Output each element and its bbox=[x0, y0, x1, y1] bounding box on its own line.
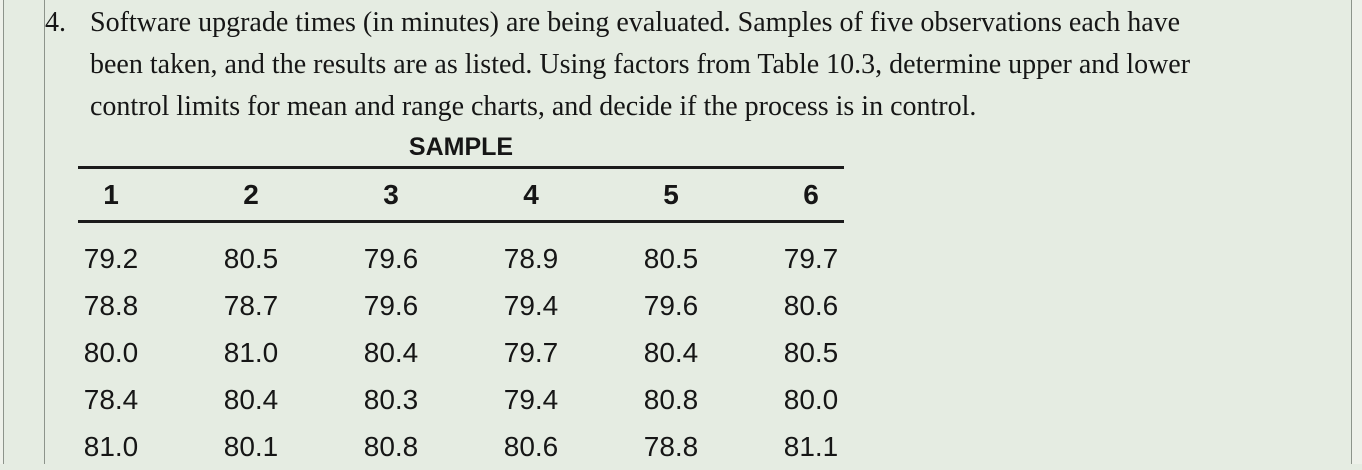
table-cell: 78.8 bbox=[643, 431, 699, 462]
table-cell: 80.4 bbox=[363, 337, 419, 368]
problem-text: Software upgrade times (in minutes) are … bbox=[90, 2, 1190, 128]
table-row: 80.0 81.0 80.4 79.7 80.4 80.5 bbox=[78, 329, 844, 376]
table-cell: 80.3 bbox=[363, 384, 419, 415]
problem-number: 4. bbox=[45, 7, 66, 38]
table-cell: 79.6 bbox=[363, 243, 419, 274]
column-header: 4 bbox=[523, 178, 539, 210]
column-header: 1 bbox=[103, 178, 119, 210]
table-cell: 78.8 bbox=[83, 290, 139, 321]
table-cell: 79.4 bbox=[503, 384, 559, 415]
table-cell: 80.5 bbox=[783, 337, 839, 368]
table-cell: 79.6 bbox=[363, 290, 419, 321]
problem-statement: 4. Software upgrade times (in minutes) a… bbox=[45, 2, 1190, 128]
table-cell: 81.0 bbox=[223, 337, 279, 368]
page-border-left-outer bbox=[3, 0, 4, 464]
table-cell: 79.7 bbox=[503, 337, 559, 368]
table-row: 78.8 78.7 79.6 79.4 79.6 80.6 bbox=[78, 282, 844, 329]
column-header: 5 bbox=[663, 178, 679, 210]
table-cell: 80.8 bbox=[363, 431, 419, 462]
column-header: 2 bbox=[243, 178, 259, 210]
table-header-row: 1 2 3 4 5 6 bbox=[78, 169, 844, 220]
table-cell: 80.0 bbox=[783, 384, 839, 415]
table-cell: 79.6 bbox=[643, 290, 699, 321]
page-border-left-inner bbox=[44, 0, 45, 464]
right-edge-strip bbox=[1352, 0, 1362, 464]
table-top-rule bbox=[78, 166, 844, 169]
problem-text-line: control limits for mean and range charts… bbox=[90, 91, 977, 122]
table-cell: 78.4 bbox=[83, 384, 139, 415]
table-row: 81.0 80.1 80.8 80.6 78.8 81.1 bbox=[78, 423, 844, 470]
table-row: 78.4 80.4 80.3 79.4 80.8 80.0 bbox=[78, 376, 844, 423]
table-cell: 80.4 bbox=[223, 384, 279, 415]
page-border-right bbox=[1351, 0, 1352, 464]
column-header: 6 bbox=[803, 178, 819, 210]
table-cell: 81.0 bbox=[83, 431, 139, 462]
table-cell: 80.1 bbox=[223, 431, 279, 462]
column-header: 3 bbox=[383, 178, 399, 210]
table-cell: 80.6 bbox=[503, 431, 559, 462]
table-cell: 79.4 bbox=[503, 290, 559, 321]
table-cell: 79.2 bbox=[83, 243, 139, 274]
table-header-rule bbox=[78, 220, 844, 223]
table-cell: 80.5 bbox=[223, 243, 279, 274]
table-cell: 79.7 bbox=[783, 243, 839, 274]
table-cell: 81.1 bbox=[783, 431, 839, 462]
problem-text-line: been taken, and the results are as liste… bbox=[90, 49, 1191, 80]
table-title: SAMPLE bbox=[408, 133, 514, 161]
table-cell: 80.8 bbox=[643, 384, 699, 415]
table-cell: 80.6 bbox=[783, 290, 839, 321]
table-cell: 80.0 bbox=[83, 337, 139, 368]
table-cell: 78.9 bbox=[503, 243, 559, 274]
table-cell: 80.4 bbox=[643, 337, 699, 368]
table-row: 79.2 80.5 79.6 78.9 80.5 79.7 bbox=[78, 235, 844, 282]
sample-data-table: SAMPLE 1 2 3 4 5 6 79.2 80.5 79.6 78.9 8… bbox=[78, 130, 844, 470]
table-cell: 80.5 bbox=[643, 243, 699, 274]
table-body: 79.2 80.5 79.6 78.9 80.5 79.7 78.8 78.7 … bbox=[78, 235, 844, 470]
left-edge-strip bbox=[0, 0, 3, 464]
table-cell: 78.7 bbox=[223, 290, 279, 321]
problem-text-line: Software upgrade times (in minutes) are … bbox=[90, 7, 1181, 38]
